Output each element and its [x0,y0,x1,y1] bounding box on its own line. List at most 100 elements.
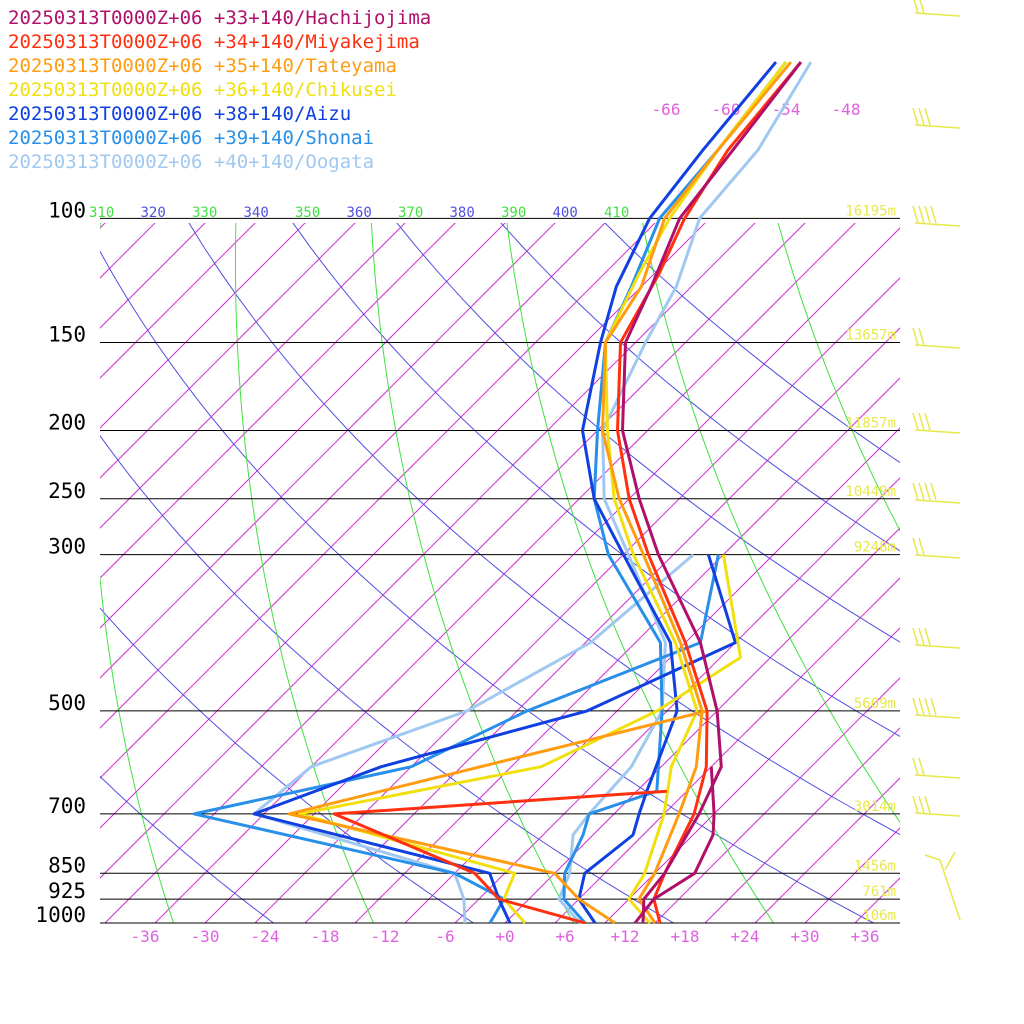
height-label: 13657m [845,327,896,343]
dry-adiabat [100,434,675,923]
wind-barb-staff [939,859,961,921]
wind-barb-staff [914,429,961,434]
isotherm [100,223,106,229]
isotherm [104,223,806,923]
wind-barb-flag [918,537,925,556]
wind-barb-flag [918,627,925,646]
wind-barb-flag [912,327,919,346]
wind-barb-flag [912,537,919,556]
wind-barb-flag [924,795,931,814]
wind-barb [913,0,961,17]
pressure-label: 250 [48,479,86,503]
wind-barb-flag [944,851,956,871]
isotherm [804,827,900,923]
wind-barb-flag [918,412,925,431]
dewpoint-trace [297,554,742,924]
legend-entry: 20250313T0000Z+06 +40+140/Oogata [8,151,375,173]
wind-barb-flag [924,627,931,646]
wind-barb-staff [914,499,961,504]
pressure-label: 100 [48,198,86,222]
height-label: 5609m [854,696,896,712]
temperature-tick-labels: -36 -30 -24 -18 -12 -6 +0 +6 +12 +18 +24 +30 +36 [131,927,880,946]
height-label: 3014m [854,799,896,815]
wind-barb [924,851,961,921]
theta-label: 390 [501,205,526,221]
pressure-label: 925 [48,879,86,903]
wind-barb-flag [912,482,919,501]
wind-barb [912,537,961,559]
wind-barb [912,697,961,719]
wind-barb-flag [930,697,937,716]
temperature-trace [601,61,793,924]
temperature-trace [557,61,813,924]
moist-adiabat [901,186,1024,938]
height-label: 106m [862,908,896,924]
x-tick-label: -30 [191,927,220,946]
height-label: 10449m [845,484,896,500]
theta-label: 310 [89,205,114,221]
legend-entry: 20250313T0000Z+06 +35+140/Tateyama [8,55,397,77]
isotherm [454,477,900,923]
wind-barb-flag [912,627,919,646]
wind-barb-flag [924,205,931,224]
dewpoint-trace [287,709,708,924]
theta-label: 370 [398,205,423,221]
legend-entry: 20250313T0000Z+06 +33+140/Hachijojima [8,7,432,29]
wind-barb-flag [924,412,931,431]
wind-barb-staff [914,344,961,349]
upper-temp-label: -48 [832,100,861,119]
x-tick-label: -6 [435,927,454,946]
wind-barb [912,482,961,504]
wind-barb-flag [918,205,925,224]
isotherm [100,223,206,329]
pressure-label: 1000 [35,903,86,927]
isotherm [100,223,256,379]
upper-temp-label: -66 [652,100,681,119]
theta-label: 340 [244,205,269,221]
wind-barb [912,327,961,349]
dry-adiabat-lines [100,223,900,923]
isotherm [100,223,656,779]
wind-barb-staff [914,124,961,129]
theta-label: 360 [347,205,372,221]
isotherm [100,223,706,829]
isotherm [0,150,28,923]
x-tick-label: -24 [251,927,280,946]
isotherm [504,527,900,923]
moist-adiabat [370,223,575,923]
pressure-label: 850 [48,853,86,877]
isotherm [754,777,900,923]
wind-barb-staff [914,222,961,227]
x-tick-label: +36 [851,927,880,946]
x-tick-label: +24 [731,927,760,946]
legend-entry: 20250313T0000Z+06 +36+140/Chikusei [8,79,397,101]
dewpoint-trace [252,553,695,924]
x-tick-label: +6 [555,927,574,946]
pressure-label: 700 [48,794,86,818]
isotherm [604,627,900,923]
theta-label: 380 [450,205,475,221]
moist-adiabat [506,223,775,923]
wind-barb-flag [913,0,919,14]
dry-adiabat [100,775,275,923]
wind-barb-flag [930,205,937,224]
temperature-trace [562,61,788,924]
isotherm [1005,150,1024,923]
wind-barb-flag [912,697,919,716]
isotherm [100,223,456,579]
pressure-lines [100,217,900,924]
pressure-label: 500 [48,691,86,715]
isotherm [554,577,900,923]
legend: 20250313T0000Z+06 +33+140/Hachijojima 20… [8,6,431,174]
wind-barb-flag [918,107,925,126]
theta-label: 350 [295,205,320,221]
isotherm [100,223,506,629]
wind-barb [912,757,961,779]
isotherm [100,223,756,879]
theta-labels: 310 320 330 340 350 360 370 380 390 400 410 [89,205,629,221]
wind-barb-flag [918,795,925,814]
wind-barb [912,795,961,817]
wind-barbs [912,0,961,921]
